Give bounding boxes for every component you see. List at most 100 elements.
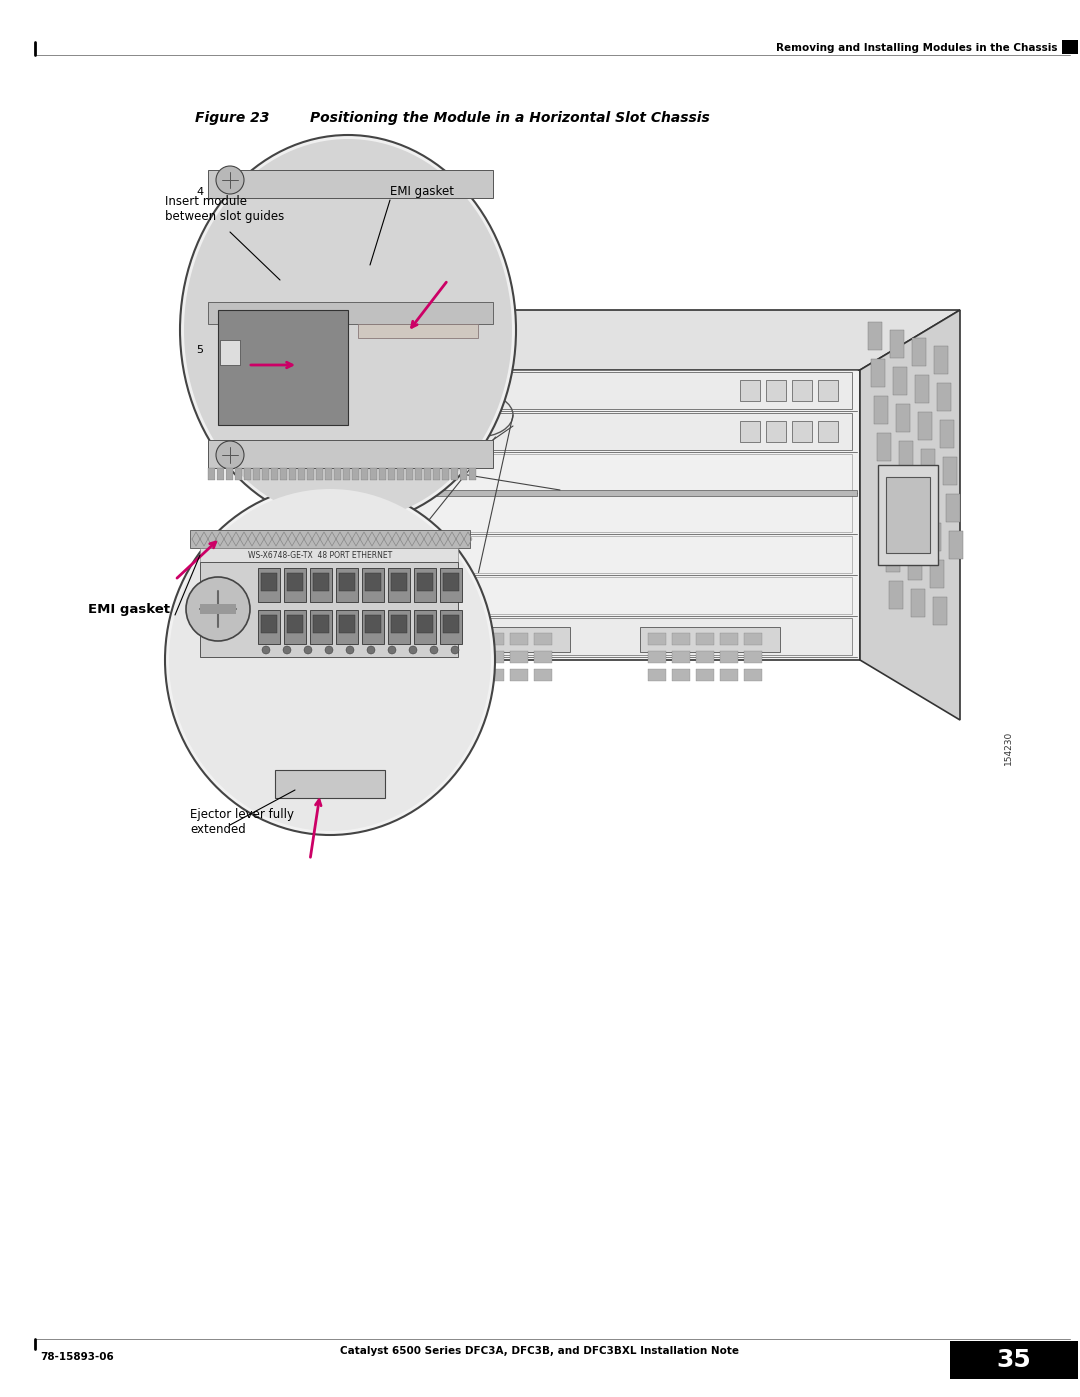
Bar <box>438 669 456 680</box>
Bar <box>949 531 963 559</box>
Bar <box>905 515 919 543</box>
Bar <box>280 468 287 481</box>
Text: Ejector lever fully
extended: Ejector lever fully extended <box>190 807 294 835</box>
Bar <box>534 669 552 680</box>
Bar <box>378 577 852 615</box>
Bar <box>417 615 433 633</box>
Bar <box>943 457 957 485</box>
Bar <box>880 469 894 497</box>
Bar <box>379 468 386 481</box>
Bar <box>720 669 738 680</box>
Text: Catalyst 6500 Series DFC3A, DFC3B, and DFC3BXL Installation Note: Catalyst 6500 Series DFC3A, DFC3B, and D… <box>340 1345 740 1356</box>
Bar <box>696 633 714 645</box>
Bar <box>391 615 407 633</box>
Bar <box>313 573 329 591</box>
Bar <box>388 569 410 602</box>
Bar <box>460 468 467 481</box>
Bar <box>766 420 786 441</box>
Bar <box>890 330 904 358</box>
Bar <box>365 573 381 591</box>
Bar <box>253 468 260 481</box>
Bar <box>430 627 570 652</box>
Circle shape <box>216 441 244 469</box>
Bar <box>878 465 939 564</box>
Bar <box>378 414 852 450</box>
Circle shape <box>262 645 270 654</box>
Bar <box>877 433 891 461</box>
Polygon shape <box>370 310 960 370</box>
Bar <box>362 569 384 602</box>
Circle shape <box>216 166 244 194</box>
Bar <box>262 468 269 481</box>
Bar <box>740 380 760 401</box>
Bar <box>287 573 303 591</box>
Bar <box>462 651 480 664</box>
Bar <box>486 669 504 680</box>
Bar <box>740 420 760 441</box>
Bar <box>818 420 838 441</box>
Bar <box>886 476 930 553</box>
Bar <box>316 468 323 481</box>
Bar <box>362 610 384 644</box>
Text: EMI gasket: EMI gasket <box>390 186 454 198</box>
Bar <box>510 633 528 645</box>
Bar <box>325 468 332 481</box>
Bar <box>339 573 355 591</box>
Bar <box>462 633 480 645</box>
Bar <box>378 536 852 573</box>
Bar <box>226 468 233 481</box>
Bar <box>912 590 924 617</box>
Bar <box>792 380 812 401</box>
Circle shape <box>346 645 354 654</box>
Circle shape <box>303 645 312 654</box>
Bar <box>534 633 552 645</box>
Bar <box>720 651 738 664</box>
Bar <box>486 633 504 645</box>
Bar <box>696 651 714 664</box>
Bar <box>397 468 404 481</box>
Bar <box>373 490 858 496</box>
Bar <box>284 569 306 602</box>
Bar <box>672 651 690 664</box>
Bar <box>899 441 913 469</box>
Circle shape <box>186 577 249 641</box>
Circle shape <box>409 645 417 654</box>
Bar <box>261 615 276 633</box>
Polygon shape <box>860 310 960 719</box>
Bar <box>310 610 332 644</box>
Bar <box>443 573 459 591</box>
Bar <box>424 468 431 481</box>
Bar <box>1062 41 1078 54</box>
Bar <box>924 486 939 514</box>
Bar <box>218 310 348 425</box>
Bar <box>462 669 480 680</box>
Bar <box>672 633 690 645</box>
Bar <box>200 548 458 562</box>
Bar <box>307 468 314 481</box>
Bar <box>438 651 456 664</box>
Bar <box>244 468 251 481</box>
Bar <box>908 552 922 580</box>
Bar <box>289 468 296 481</box>
Text: ~~~: ~~~ <box>390 386 411 394</box>
Bar <box>440 569 462 602</box>
Bar <box>258 569 280 602</box>
Text: Insert module
between slot guides: Insert module between slot guides <box>165 196 284 224</box>
Bar <box>893 367 907 395</box>
Ellipse shape <box>168 489 491 831</box>
Text: EMI gasket: EMI gasket <box>87 604 170 616</box>
Bar <box>370 468 377 481</box>
Bar <box>378 617 852 655</box>
Bar <box>648 669 666 680</box>
Bar <box>235 468 242 481</box>
Bar <box>298 468 305 481</box>
Text: Positioning the Module in a Horizontal Slot Chassis: Positioning the Module in a Horizontal S… <box>310 110 710 124</box>
Bar <box>912 338 926 366</box>
Bar <box>357 324 478 338</box>
Text: 4: 4 <box>197 187 203 197</box>
Bar <box>388 468 395 481</box>
Ellipse shape <box>184 138 512 521</box>
Bar <box>388 610 410 644</box>
Bar <box>343 468 350 481</box>
Bar <box>339 615 355 633</box>
